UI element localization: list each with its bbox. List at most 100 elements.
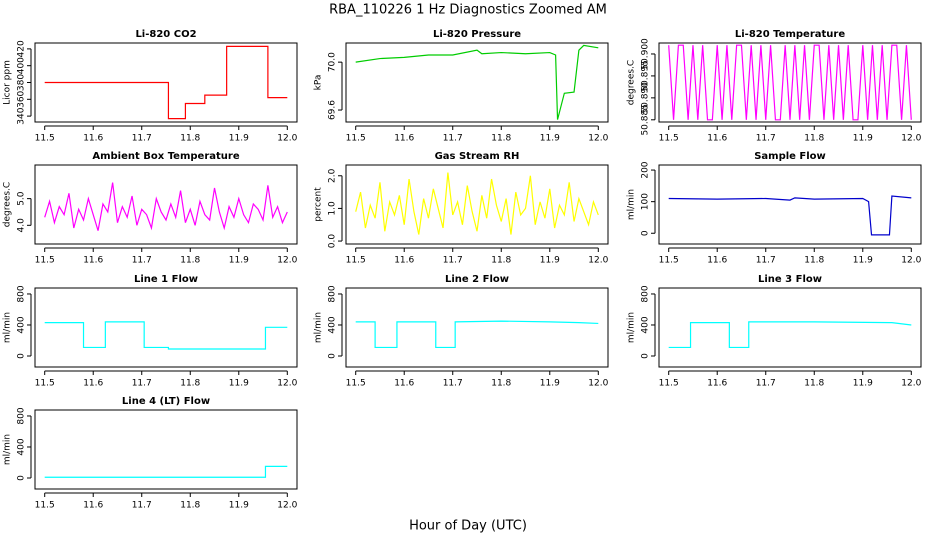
page-title: RBA_110226 1 Hz Diagnostics Zoomed AM <box>329 3 607 18</box>
x-tick-label: 11.8 <box>180 379 200 389</box>
y-axis-label: ml/min <box>3 434 13 465</box>
x-tick-label: 11.6 <box>83 256 103 266</box>
x-tick-label: 11.6 <box>83 501 103 511</box>
data-line <box>44 465 288 478</box>
panel-title: Line 2 Flow <box>445 274 509 285</box>
x-tick-label: 11.9 <box>540 134 560 144</box>
y-tick-label: 50.890 <box>641 82 651 114</box>
data-line <box>668 44 912 121</box>
y-tick-label: 400 <box>17 57 27 74</box>
x-tick-label: 11.7 <box>132 501 152 511</box>
x-tick-label: 12.0 <box>277 256 297 266</box>
plot-area <box>668 44 912 121</box>
x-tick-label: 12.0 <box>588 256 608 266</box>
x-tick-label: 12.0 <box>277 134 297 144</box>
y-tick-label: 1.0 <box>328 201 338 216</box>
x-tick-label: 11.8 <box>804 256 824 266</box>
x-tick-label: 11.8 <box>180 134 200 144</box>
y-tick-label: 200 <box>641 161 651 178</box>
panel-title: Li-820 Pressure <box>433 29 521 40</box>
x-tick-label: 11.9 <box>853 379 873 389</box>
y-tick-label: 70.0 <box>328 52 338 72</box>
y-tick-label: 800 <box>328 285 338 302</box>
data-line <box>355 320 599 349</box>
x-tick-label: 11.6 <box>707 256 727 266</box>
y-tick-label: 50.900 <box>641 38 651 70</box>
plot-area <box>44 182 288 231</box>
x-tick-label: 11.6 <box>394 379 414 389</box>
x-tick-label: 11.5 <box>35 256 55 266</box>
x-tick-label: 11.8 <box>180 256 200 266</box>
data-line <box>44 182 288 231</box>
x-tick-label: 11.5 <box>659 134 679 144</box>
x-tick-label: 12.0 <box>277 379 297 389</box>
x-tick-label: 12.0 <box>277 501 297 511</box>
y-tick-label: 2.0 <box>328 168 338 183</box>
y-axis-label: ml/min <box>627 312 637 343</box>
y-tick-label: 400 <box>328 316 338 333</box>
x-axis-label: Hour of Day (UTC) <box>409 519 527 534</box>
x-tick-label: 12.0 <box>588 134 608 144</box>
plot-area <box>44 321 288 350</box>
x-tick-label: 11.7 <box>132 134 152 144</box>
x-tick-label: 11.5 <box>659 256 679 266</box>
data-line <box>355 172 599 235</box>
plot-frame <box>34 409 298 490</box>
y-tick-label: 420 <box>17 40 27 57</box>
x-tick-label: 11.9 <box>229 256 249 266</box>
y-axis-label: degrees.C <box>3 182 13 227</box>
x-tick-label: 11.7 <box>756 134 776 144</box>
plot-frame <box>345 164 609 245</box>
y-tick-label: 400 <box>17 438 27 455</box>
panel-title: Li-820 CO2 <box>135 29 196 40</box>
x-tick-label: 11.9 <box>229 501 249 511</box>
x-tick-label: 11.8 <box>180 501 200 511</box>
y-tick-label: 0 <box>641 353 651 359</box>
y-axis-label: degrees.C <box>627 60 637 105</box>
y-axis-label: ml/min <box>314 312 324 343</box>
y-tick-label: 0 <box>641 230 651 236</box>
y-tick-label: 800 <box>17 285 27 302</box>
x-tick-label: 11.8 <box>491 379 511 389</box>
panel-title: Line 1 Flow <box>134 274 198 285</box>
x-tick-label: 11.5 <box>35 134 55 144</box>
plot-area <box>355 172 599 235</box>
x-tick-label: 12.0 <box>901 379 921 389</box>
y-tick-label: 400 <box>17 316 27 333</box>
y-tick-label: 50.885 <box>641 104 651 136</box>
x-tick-label: 11.8 <box>804 134 824 144</box>
plot-frame <box>345 42 609 123</box>
x-tick-label: 11.9 <box>853 134 873 144</box>
data-line <box>44 321 288 350</box>
y-tick-label: 69.6 <box>328 100 338 120</box>
x-tick-label: 11.8 <box>491 256 511 266</box>
y-tick-label: 400 <box>641 316 651 333</box>
y-axis-label: ml/min <box>3 312 13 343</box>
data-line <box>668 195 912 236</box>
plot-frame <box>658 42 922 123</box>
x-tick-label: 11.8 <box>804 379 824 389</box>
x-tick-label: 11.9 <box>540 379 560 389</box>
panel-title: Sample Flow <box>754 151 826 162</box>
x-tick-label: 11.5 <box>659 379 679 389</box>
y-tick-label: 4.0 <box>17 218 27 233</box>
plot-frame <box>345 287 609 368</box>
plot-area <box>355 44 599 120</box>
y-tick-label: 0 <box>17 353 27 359</box>
plot-area <box>355 320 599 349</box>
plot-frame <box>658 164 922 245</box>
plot-area <box>668 195 912 236</box>
panel-title: Li-820 Temperature <box>735 29 845 40</box>
x-tick-label: 11.7 <box>443 256 463 266</box>
x-tick-label: 11.6 <box>394 256 414 266</box>
x-tick-label: 11.9 <box>229 134 249 144</box>
x-tick-label: 12.0 <box>588 379 608 389</box>
x-tick-label: 11.7 <box>443 379 463 389</box>
x-tick-label: 11.5 <box>35 379 55 389</box>
plot-area <box>44 45 288 120</box>
data-line <box>355 44 599 120</box>
y-tick-label: 50.895 <box>641 60 651 92</box>
plot-area <box>44 465 288 478</box>
y-tick-label: 100 <box>641 193 651 210</box>
